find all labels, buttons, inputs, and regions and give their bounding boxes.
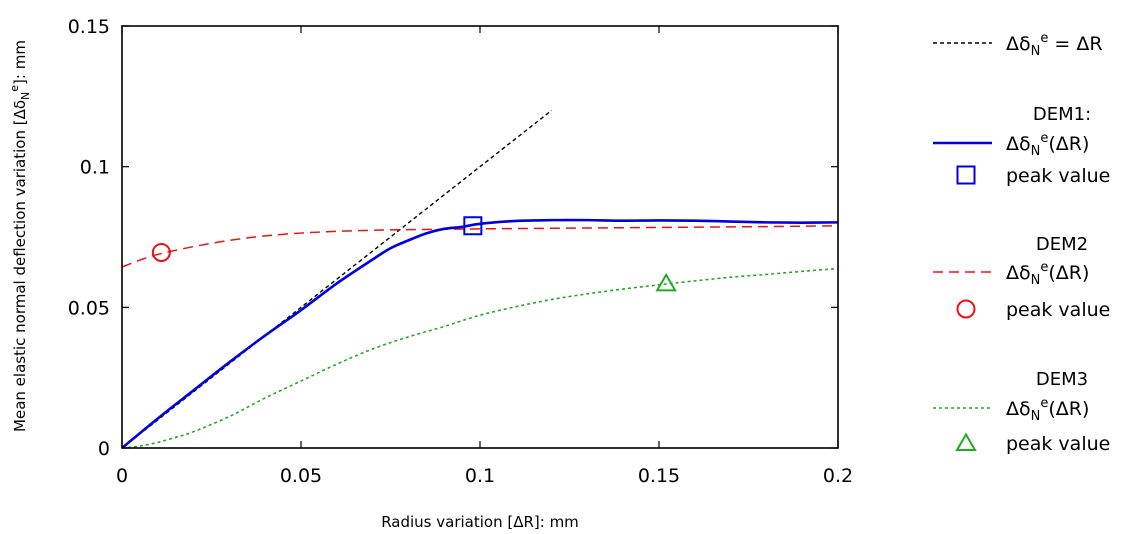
- legend-marker-dem1: [956, 165, 976, 185]
- legend-heading-dem1: DEM1:: [1033, 104, 1091, 125]
- legend-line-label-dem3: ΔδNe(ΔR): [1006, 396, 1089, 424]
- legend-line-label: ΔδNe(ΔR): [1006, 260, 1089, 288]
- legend-delta: Δδ: [1006, 262, 1031, 284]
- legend-sup: e: [1040, 396, 1048, 411]
- legend-heading-dem2: DEM2: [1036, 234, 1088, 255]
- legend-delta: Δδ: [1006, 398, 1031, 420]
- legend-peak-label-dem1: peak value: [1006, 165, 1110, 187]
- legend-marker-dem2: [956, 299, 976, 319]
- legend-arg: (ΔR): [1048, 262, 1089, 284]
- x-axis-title: Radius variation [ΔR]: mm: [381, 513, 579, 531]
- legend-delta: Δδ: [1006, 33, 1031, 55]
- plot-frame: [121, 25, 839, 449]
- legend-line-label: ΔδNe(ΔR): [1006, 131, 1089, 159]
- legend-heading-dem3: DEM3: [1036, 369, 1088, 390]
- legend-arg: (ΔR): [1048, 398, 1089, 420]
- y-axis-title-tail: ]: mm: [11, 40, 29, 85]
- legend-sub: N: [1031, 273, 1041, 288]
- legend-sub: N: [1031, 409, 1041, 424]
- legend-sub: N: [1031, 44, 1041, 59]
- legend-sup: e: [1040, 260, 1048, 275]
- legend-peak-label-dem3: peak value: [1006, 433, 1110, 455]
- y-axis-title-sub: N: [19, 92, 32, 100]
- axis-layer: 0 0.05 0.1 0.15 0.2 0 0.05 0.1 0.15 Radius variat…: [8, 16, 853, 531]
- y-tick-label: 0.15: [68, 16, 110, 38]
- peak-marker-dem2: [151, 242, 171, 262]
- x-tick-label: 0: [116, 465, 128, 487]
- legend-peak-label-dem2: peak value: [1006, 299, 1110, 321]
- legend-delta: Δδ: [1006, 133, 1031, 155]
- legend-sup: e: [1040, 131, 1048, 146]
- y-axis-title-main: Mean elastic normal deflection variation…: [11, 100, 29, 432]
- series-line-dem3: [122, 267, 838, 448]
- x-tick-label: 0.15: [638, 465, 680, 487]
- legend-marker-dem3: [955, 432, 977, 451]
- x-tick-label: 0.05: [280, 465, 322, 487]
- legend-line-label: ΔδNe(ΔR): [1006, 396, 1089, 424]
- legend-arg: (ΔR): [1048, 133, 1089, 155]
- series-line-dem2: [122, 224, 838, 268]
- plot-layer: [122, 109, 838, 448]
- legend-sub: N: [1031, 144, 1041, 159]
- y-tick-label: 0.05: [68, 297, 110, 319]
- peak-marker-dem3: [655, 272, 677, 292]
- peak-marker-dem1: [463, 216, 483, 236]
- y-tick-label: 0.1: [80, 157, 110, 179]
- x-tick-label: 0.2: [823, 465, 853, 487]
- legend-eq: = ΔR: [1048, 33, 1102, 55]
- x-tick-label: 0.1: [465, 465, 495, 487]
- legend-reference-label: ΔδNe = ΔR: [1006, 31, 1103, 59]
- y-axis-title: Mean elastic normal deflection variation…: [8, 40, 32, 432]
- y-tick-label: 0: [98, 438, 110, 460]
- legend-line-label-dem2: ΔδNe(ΔR): [1006, 260, 1089, 288]
- curves: [122, 109, 838, 448]
- series-line-dem1: [122, 218, 838, 448]
- legend-sup: e: [1040, 31, 1048, 46]
- legend-line-label-dem1: ΔδNe(ΔR): [1006, 131, 1089, 159]
- y-axis-title-sup: e: [8, 85, 21, 92]
- legend-reference-text: ΔδNe = ΔR: [1006, 31, 1103, 59]
